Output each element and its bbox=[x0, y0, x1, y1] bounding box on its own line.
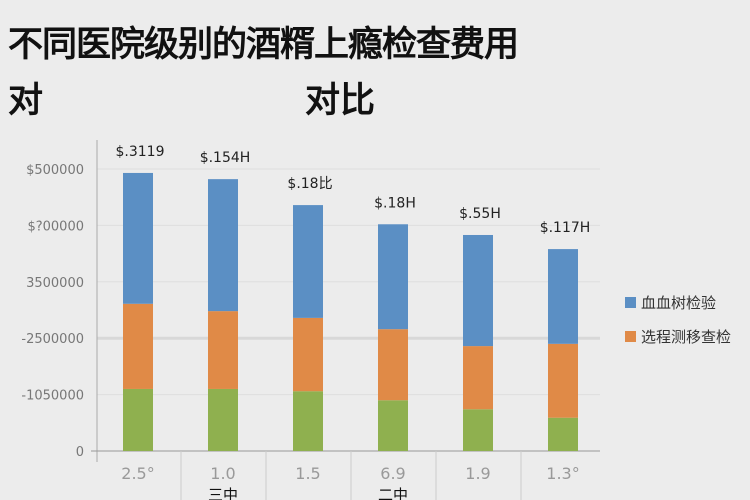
x-tick-label: 2.5° bbox=[121, 464, 154, 483]
bar-segment-0 bbox=[208, 388, 238, 451]
bar-segment-2 bbox=[463, 234, 493, 347]
legend-label: 血血树检验 bbox=[641, 293, 717, 312]
legend-item-orange: 选程测移查检 bbox=[625, 319, 731, 353]
x-tick-label: 6.9 bbox=[380, 464, 405, 483]
y-tick-label: $500000 bbox=[26, 163, 84, 178]
bar-segment-2 bbox=[208, 179, 238, 312]
bar-segment-0 bbox=[378, 400, 408, 451]
bar-segment-2 bbox=[293, 205, 323, 318]
total-label: $.18比 bbox=[287, 176, 332, 192]
x-tick-label: 1.3° bbox=[546, 464, 579, 483]
bar-segment-1 bbox=[463, 346, 493, 410]
bar-segment-0 bbox=[123, 388, 153, 451]
x-sublabel: 二中 bbox=[378, 486, 408, 500]
legend-label: 选程测移查检 bbox=[641, 327, 732, 346]
bar-segment-1 bbox=[548, 343, 578, 418]
bar-segment-1 bbox=[208, 311, 238, 389]
bar-segment-0 bbox=[548, 417, 578, 451]
total-label: $.55H bbox=[459, 206, 501, 222]
legend-swatch bbox=[625, 330, 636, 342]
y-tick-label: $?00000 bbox=[27, 219, 84, 234]
y-tick-label: -2500000 bbox=[21, 332, 84, 347]
legend-swatch bbox=[625, 296, 636, 308]
y-tick-label: 0 bbox=[76, 445, 84, 460]
x-tick-label: 1.5 bbox=[295, 464, 320, 483]
total-label: $.117H bbox=[540, 220, 591, 236]
total-label: $.3119 bbox=[116, 144, 165, 160]
legend-item-blue: 血血树检验 bbox=[625, 285, 731, 319]
x-sublabel: 三中 bbox=[208, 486, 238, 500]
x-tick-label: 1.9 bbox=[465, 464, 490, 483]
total-label: $.154H bbox=[200, 150, 251, 166]
y-tick-label: 3500000 bbox=[26, 276, 84, 291]
legend: 血血树检验 选程测移查检 bbox=[625, 285, 731, 353]
chart-title-line2a: 对 bbox=[8, 81, 44, 121]
bar-segment-2 bbox=[123, 172, 153, 304]
total-label: $.18H bbox=[374, 195, 416, 211]
x-tick-label: 1.0 bbox=[210, 464, 235, 483]
bar-segment-0 bbox=[293, 391, 323, 451]
bar-segment-1 bbox=[293, 317, 323, 392]
bar-segment-2 bbox=[548, 249, 578, 344]
bar-segment-1 bbox=[378, 329, 408, 401]
chart-title: 不同医院级别的酒糈上瘾检查费用 bbox=[8, 25, 519, 65]
y-tick-label: -1050000 bbox=[21, 389, 84, 404]
bar-segment-1 bbox=[123, 303, 153, 389]
bar-segment-2 bbox=[378, 224, 408, 330]
bar-segment-0 bbox=[463, 409, 493, 451]
chart-title-line2b: 对比 bbox=[305, 81, 376, 121]
